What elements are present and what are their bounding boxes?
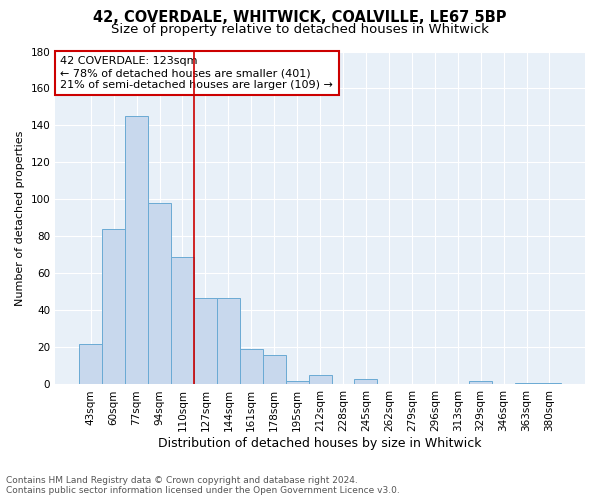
Bar [515, 382, 538, 384]
Bar [102, 229, 125, 384]
X-axis label: Distribution of detached houses by size in Whitwick: Distribution of detached houses by size … [158, 437, 482, 450]
Bar [286, 381, 308, 384]
Bar [148, 203, 171, 384]
Bar [125, 116, 148, 384]
Text: 42 COVERDALE: 123sqm
← 78% of detached houses are smaller (401)
21% of semi-deta: 42 COVERDALE: 123sqm ← 78% of detached h… [61, 56, 334, 90]
Bar [240, 350, 263, 384]
Bar [469, 381, 492, 384]
Bar [538, 382, 561, 384]
Text: Contains HM Land Registry data © Crown copyright and database right 2024.
Contai: Contains HM Land Registry data © Crown c… [6, 476, 400, 495]
Bar [355, 379, 377, 384]
Text: Size of property relative to detached houses in Whitwick: Size of property relative to detached ho… [111, 22, 489, 36]
Bar [194, 298, 217, 384]
Text: 42, COVERDALE, WHITWICK, COALVILLE, LE67 5BP: 42, COVERDALE, WHITWICK, COALVILLE, LE67… [93, 10, 507, 25]
Bar [308, 375, 332, 384]
Bar [217, 298, 240, 384]
Bar [171, 257, 194, 384]
Bar [79, 344, 102, 385]
Bar [263, 355, 286, 384]
Y-axis label: Number of detached properties: Number of detached properties [15, 130, 25, 306]
